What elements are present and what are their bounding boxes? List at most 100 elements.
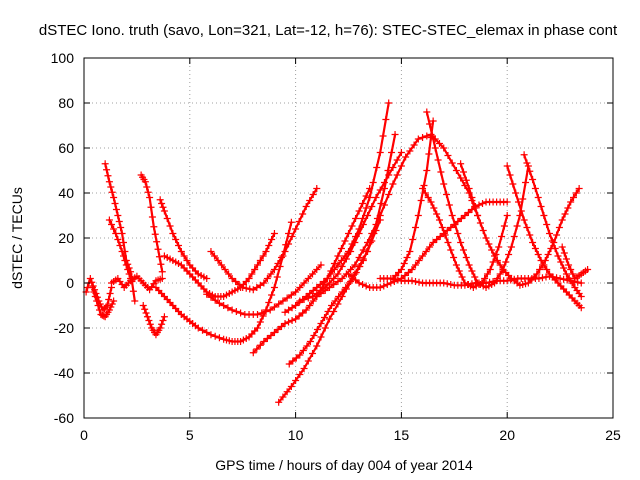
- data-point: [90, 288, 98, 296]
- data-point: [355, 254, 363, 261]
- data-point: [225, 270, 233, 278]
- data-point: [572, 189, 580, 197]
- data-point: [203, 290, 211, 298]
- data-point: [105, 296, 113, 303]
- data-point: [330, 281, 338, 288]
- data-point: [251, 266, 259, 273]
- data-point: [124, 266, 132, 273]
- data-point: [253, 345, 261, 353]
- series-trace: [315, 133, 479, 298]
- data-point: [506, 171, 514, 179]
- data-point: [292, 354, 300, 362]
- data-point: [436, 233, 444, 240]
- data-point: [462, 254, 470, 261]
- data-point: [306, 302, 314, 309]
- data-point: [380, 179, 388, 186]
- data-point: [273, 273, 281, 281]
- data-point: [239, 284, 247, 291]
- data-point: [281, 320, 289, 327]
- data-point: [254, 324, 262, 332]
- data-point: [211, 296, 219, 304]
- data-point: [285, 306, 293, 314]
- data-point: [364, 239, 372, 246]
- data-point: [557, 258, 565, 266]
- data-point: [147, 203, 155, 211]
- data-point: [103, 166, 111, 174]
- data-point: [163, 215, 171, 222]
- data-point: [451, 221, 459, 228]
- data-point: [403, 254, 411, 261]
- data-point: [543, 266, 551, 273]
- data-point: [334, 252, 342, 260]
- data-point: [328, 302, 336, 309]
- data-point: [509, 180, 517, 188]
- data-point: [419, 134, 427, 141]
- data-point: [256, 281, 264, 289]
- data-point: [351, 239, 359, 246]
- data-point: [224, 304, 232, 312]
- data-point: [108, 188, 116, 196]
- data-point: [558, 243, 566, 251]
- data-point: [292, 288, 300, 296]
- data-point: [425, 150, 433, 158]
- data-point: [254, 261, 262, 269]
- data-point: [287, 383, 295, 390]
- y-tick-label: 0: [66, 275, 74, 291]
- data-point: [574, 278, 582, 286]
- data-point: [263, 335, 271, 342]
- data-point: [88, 278, 96, 286]
- series-27: [558, 243, 592, 282]
- data-point: [258, 309, 266, 317]
- data-point: [103, 302, 111, 309]
- data-point: [300, 365, 308, 372]
- data-point: [577, 304, 585, 312]
- data-point: [542, 273, 550, 281]
- data-point: [141, 305, 149, 313]
- data-point: [155, 253, 163, 261]
- data-point: [510, 233, 518, 240]
- data-point: [334, 270, 342, 278]
- axis-ticks: 0 5 10 15 20 25 -60 -40 -20 0 20 40 60 80 100: [51, 50, 621, 443]
- data-point: [531, 185, 539, 192]
- data-point: [334, 278, 342, 285]
- data-point: [362, 192, 370, 200]
- data-point: [496, 261, 504, 269]
- data-point: [483, 270, 491, 278]
- data-point: [414, 135, 422, 143]
- data-point: [304, 275, 312, 282]
- data-point: [338, 263, 346, 270]
- series-trace: [209, 187, 318, 291]
- data-point: [535, 275, 543, 282]
- data-point: [256, 318, 264, 326]
- data-point: [417, 197, 425, 204]
- data-point: [172, 236, 180, 243]
- data-point: [281, 248, 289, 255]
- data-point: [377, 200, 385, 207]
- data-point: [254, 311, 262, 318]
- data-point: [503, 198, 511, 206]
- data-point: [420, 182, 428, 189]
- data-point: [279, 297, 287, 305]
- data-point: [86, 275, 94, 282]
- data-point: [385, 171, 393, 179]
- data-point: [262, 308, 270, 315]
- data-point: [296, 284, 304, 291]
- y-axis-label: dSTEC / TECUs: [9, 187, 25, 289]
- data-point: [468, 267, 476, 275]
- data-point: [154, 245, 162, 253]
- data-point: [160, 207, 168, 215]
- data-point: [443, 191, 451, 198]
- data-point: [393, 156, 401, 164]
- data-series: [82, 99, 592, 406]
- data-point: [281, 308, 289, 316]
- data-point: [334, 300, 342, 308]
- series-25: [503, 162, 585, 312]
- y-tick-label: -40: [54, 365, 74, 381]
- data-point: [495, 243, 503, 251]
- data-point: [116, 242, 124, 249]
- data-point: [321, 324, 329, 332]
- series-trace: [347, 200, 509, 289]
- data-point: [570, 194, 578, 201]
- data-point: [558, 216, 566, 224]
- data-point: [110, 194, 118, 201]
